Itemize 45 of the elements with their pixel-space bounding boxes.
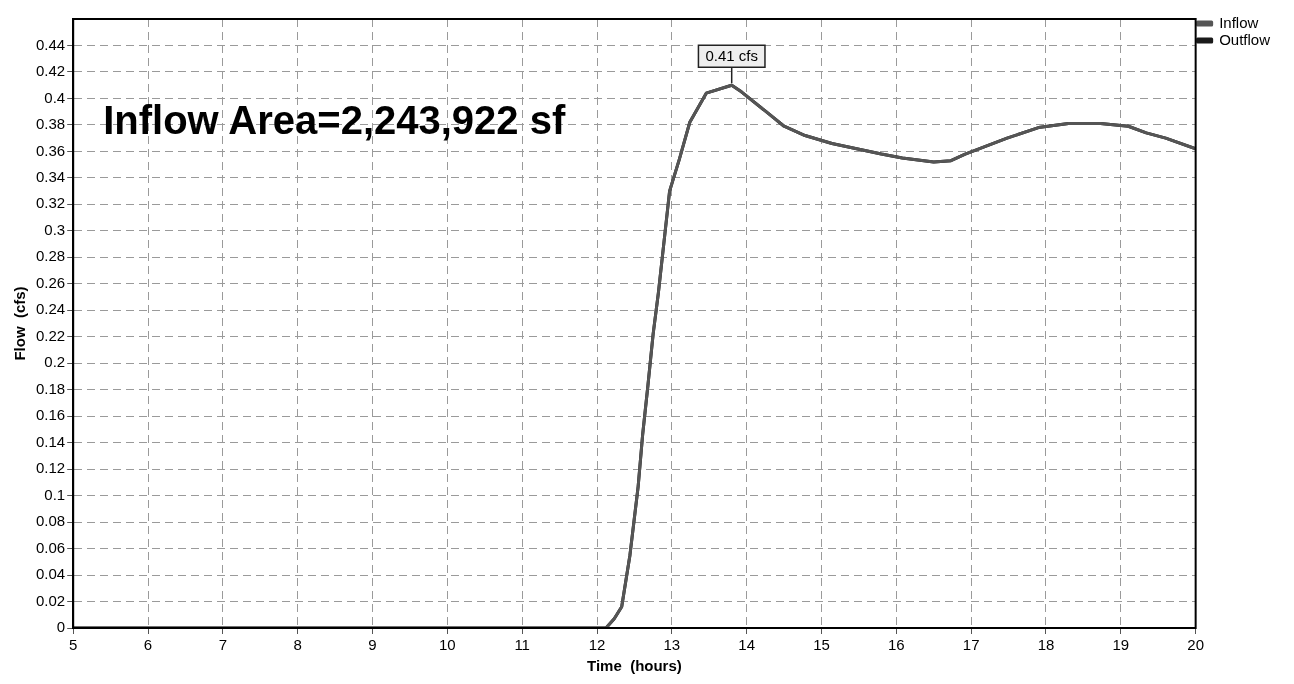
y-tick-label: 0.16 [35, 406, 66, 424]
y-tick-label: 0.18 [35, 379, 66, 397]
x-tick-label: 14 [738, 636, 756, 654]
y-axis-title: Flow (cfs) [11, 286, 29, 361]
y-tick-label: 0.3 [44, 220, 66, 238]
y-tick-label: 0.42 [35, 62, 66, 80]
y-tick-label: 0.02 [35, 591, 66, 609]
y-tick-label: 0 [56, 618, 66, 636]
x-tick-label: 20 [1187, 636, 1204, 654]
x-tick-label: 8 [293, 636, 302, 654]
annotation: 0.41 cfs [705, 47, 758, 65]
y-tick-label: 0.2 [44, 353, 66, 371]
x-tick-label: 19 [1112, 636, 1130, 654]
x-tick-label: 10 [439, 636, 456, 654]
y-tick-label: 0.26 [35, 273, 66, 291]
x-tick-label: 18 [1037, 636, 1055, 654]
y-tick-label: 0.24 [35, 300, 66, 318]
x-tick-label: 12 [588, 636, 606, 654]
y-tick-label: 0.1 [44, 485, 66, 503]
y-tick-label: 0.06 [35, 538, 66, 556]
y-tick-label: 0.4 [44, 88, 66, 106]
x-tick-label: 9 [368, 636, 377, 654]
y-tick-label: 0.12 [35, 459, 66, 477]
y-tick-label: 0.14 [35, 432, 66, 450]
y-tick-label: 0.36 [35, 141, 66, 159]
x-tick-label: 7 [218, 636, 228, 654]
x-tick-label: 6 [143, 636, 153, 654]
y-tick-label: 0.04 [35, 565, 66, 583]
x-tick-label: 5 [69, 636, 78, 654]
y-tick-label: 0.38 [35, 115, 66, 133]
x-axis-title: Time (hours) [587, 657, 682, 675]
x-tick-label: 17 [962, 636, 980, 654]
legend-label: Inflow [1219, 13, 1259, 31]
legend-label: Outflow [1219, 30, 1271, 48]
y-tick-label: 0.44 [35, 35, 66, 53]
y-tick-label: 0.32 [35, 194, 66, 212]
x-tick-label: 16 [887, 636, 905, 654]
y-tick-label: 0.22 [35, 326, 66, 344]
annotation: Inflow Area=2,243,922 sf [103, 97, 566, 142]
x-tick-label: 15 [813, 636, 830, 654]
x-tick-label: 11 [514, 636, 530, 654]
x-tick-label: 13 [663, 636, 681, 654]
y-tick-label: 0.28 [35, 247, 66, 265]
y-tick-label: 0.08 [35, 512, 66, 530]
y-tick-label: 0.34 [35, 168, 66, 186]
